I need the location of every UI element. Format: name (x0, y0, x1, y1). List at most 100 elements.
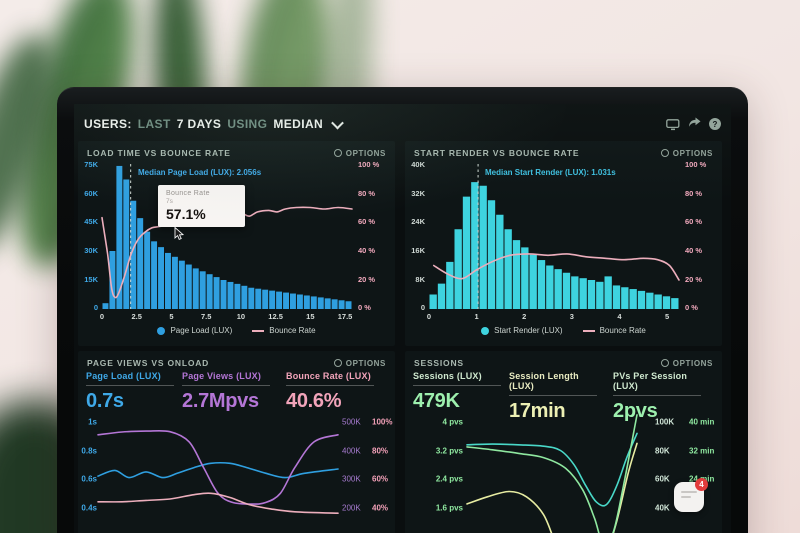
options-button[interactable]: OPTIONS (333, 148, 386, 158)
axis-tick-row: 40K (655, 503, 689, 512)
dashboard-header: USERS: LAST 7 DAYS USING MEDIAN ? (84, 111, 721, 137)
chart-tooltip: Bounce Rate 7s 57.1% (158, 185, 245, 227)
gear-icon (660, 149, 669, 157)
axis-tick: 40 % (358, 246, 376, 256)
options-label: OPTIONS (345, 358, 386, 368)
help-icon[interactable]: ? (709, 118, 721, 130)
chart-legend: Start Render (LUX) Bounce Rate (405, 326, 722, 335)
dashboard-screen: USERS: LAST 7 DAYS USING MEDIAN ? LOAD T… (74, 104, 731, 533)
axis-tick: 0.4s (81, 503, 97, 512)
metric-value: 17min (509, 400, 566, 422)
axis-tick: 0 (93, 303, 98, 313)
axis-tick: 12.5 (268, 312, 283, 321)
axis-tick: 0 % (358, 303, 371, 313)
notification-badge: 4 (695, 478, 708, 491)
axis-tick: 80 % (358, 188, 376, 198)
legend-item[interactable]: Bounce Rate (252, 326, 316, 335)
axis-tick: 2 (522, 312, 527, 321)
legend-swatch (157, 326, 166, 335)
axis-tick-row: 100K 40 min (655, 418, 714, 427)
axis-tick: 100 % (358, 160, 380, 169)
axis-tick: 200K (342, 503, 361, 512)
metric-value: 0.7s (86, 390, 124, 412)
metric-sessions: Sessions (LUX) 479K (413, 371, 509, 413)
metric-value: 479K (413, 390, 460, 412)
metric-bounce-rate: Bounce Rate (LUX) 40.6% (286, 371, 382, 413)
axis-tick: 2.4 pvs (435, 474, 463, 484)
axis-tick: 45K (84, 217, 98, 227)
title-part: MEDIAN (273, 117, 324, 131)
axis-tick: 60% (372, 474, 389, 484)
axis-tick-row: 200K 40% (342, 503, 388, 512)
panel-start-render: START RENDER VS BOUNCE RATE OPTIONS 40K 3… (405, 141, 722, 346)
axis-tick: 24K (411, 217, 425, 227)
sessions-chart[interactable] (466, 414, 638, 533)
start-render-chart[interactable] (429, 164, 680, 310)
options-button[interactable]: OPTIONS (333, 358, 386, 368)
options-button[interactable]: OPTIONS (660, 149, 713, 158)
chart-legend: Page Load (LUX) Bounce Rate (78, 326, 395, 335)
page-views-chart[interactable] (97, 422, 339, 533)
metric-session-length: Session Length (LUX) 17min (509, 371, 605, 423)
title-part: USING (227, 117, 268, 131)
mouse-cursor-icon (174, 226, 185, 245)
y-axis-right: 100 % 80 % 60 % 40 % 20 % 0 % (685, 160, 721, 311)
axis-tick: 0.6s (81, 474, 97, 484)
chevron-down-icon (331, 116, 344, 129)
metric-label: Page Views (LUX) (182, 371, 270, 386)
legend-item[interactable]: Start Render (LUX) (481, 326, 563, 335)
median-annotation: Median Page Load (LUX): 2.056s (138, 168, 262, 177)
x-axis: 0 1 2 3 4 5 (427, 312, 679, 321)
metric-label: Session Length (LUX) (509, 371, 597, 396)
share-icon[interactable] (688, 115, 701, 133)
options-button[interactable]: OPTIONS (660, 359, 713, 368)
axis-tick: 32K (411, 188, 425, 198)
axis-tick-row: 300K 60% (342, 475, 388, 484)
axis-tick: 1 (474, 312, 479, 321)
display-icon[interactable] (666, 118, 680, 131)
axis-tick: 7.5 (200, 312, 212, 321)
tooltip-subtitle: 7s (166, 198, 173, 205)
axis-tick: 80K (655, 446, 670, 455)
legend-label: Start Render (LUX) (494, 326, 563, 335)
legend-item[interactable]: Bounce Rate (582, 326, 646, 335)
gear-icon (333, 149, 342, 157)
axis-tick: 17.5 (337, 312, 353, 321)
legend-swatch (252, 329, 265, 332)
tooltip-title: Bounce Rate (166, 190, 210, 197)
x-axis: 0 2.5 5 7.5 10 12.5 15 17.5 (99, 312, 353, 321)
metric-label: Page Load (LUX) (86, 371, 174, 386)
panel-title: LOAD TIME VS BOUNCE RATE (87, 148, 231, 158)
chat-bubble-icon (681, 491, 697, 501)
axis-tick: 60K (655, 474, 670, 484)
panel-title: START RENDER VS BOUNCE RATE (414, 148, 580, 158)
load-time-chart[interactable] (101, 164, 353, 309)
chat-widget-button[interactable]: 4 (674, 478, 708, 512)
axis-tick: 15K (84, 274, 98, 284)
axis-tick: 0.8s (81, 446, 97, 455)
axis-tick: 32 min (689, 446, 715, 455)
axis-tick: 40% (372, 503, 389, 512)
users-filter-dropdown[interactable]: USERS: LAST 7 DAYS USING MEDIAN (84, 116, 344, 131)
axis-tick: 4 (617, 312, 622, 321)
gear-icon (333, 359, 342, 367)
axis-tick: 100 % (685, 160, 707, 169)
axis-tick: 100% (372, 417, 393, 427)
title-part: USERS: (84, 117, 132, 131)
axis-tick: 8K (415, 274, 425, 284)
axis-tick: 0 (99, 312, 105, 321)
axis-tick: 16K (411, 246, 425, 256)
y-axis-left: 75K 60K 45K 30K 15K 0 (78, 161, 98, 313)
panel-title: PAGE VIEWS VS ONLOAD (87, 358, 210, 368)
axis-tick: 40 % (685, 246, 703, 256)
metric-page-load: Page Load (LUX) 0.7s (86, 371, 182, 413)
legend-item[interactable]: Page Load (LUX) (157, 326, 232, 335)
axis-tick: 5 (665, 312, 670, 321)
axis-tick: 300K (342, 474, 361, 484)
axis-tick: 20 % (358, 274, 376, 284)
options-label: OPTIONS (345, 148, 386, 158)
y-axis-right: 100 % 80 % 60 % 40 % 20 % 0 % (358, 160, 394, 313)
axis-tick-row: 500K 100% (342, 418, 392, 427)
metric-label: Sessions (LUX) (413, 371, 501, 386)
axis-tick: 60K (84, 188, 98, 198)
